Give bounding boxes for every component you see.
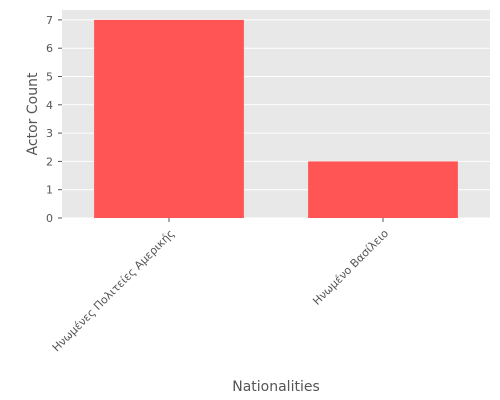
y-tick-label: 6: [46, 42, 53, 55]
y-axis-title: Actor Count: [25, 72, 41, 155]
y-tick-label: 2: [46, 155, 53, 168]
bars: [94, 19, 458, 219]
y-tick-label: 3: [46, 127, 53, 140]
y-tick-label: 0: [46, 212, 53, 225]
y-tick-label: 4: [46, 99, 53, 112]
x-tick-label: Ηνωμένο Βασίλειο: [310, 227, 391, 308]
bar: [94, 19, 244, 219]
x-axis-ticks: Ηνωμένες Πολιτείες Αμερικής Ηνωμένο Βασίλ…: [50, 218, 391, 354]
y-tick-label: 5: [46, 71, 53, 84]
y-tick-label: 1: [46, 184, 53, 197]
bar: [308, 161, 458, 218]
y-tick-label: 7: [46, 14, 53, 27]
x-tick-label: Ηνωμένες Πολιτείες Αμερικής: [50, 227, 177, 354]
y-axis-ticks: 0 1 2 3 4 5 6 7: [46, 14, 62, 225]
x-axis-title: Nationalities: [232, 379, 320, 395]
